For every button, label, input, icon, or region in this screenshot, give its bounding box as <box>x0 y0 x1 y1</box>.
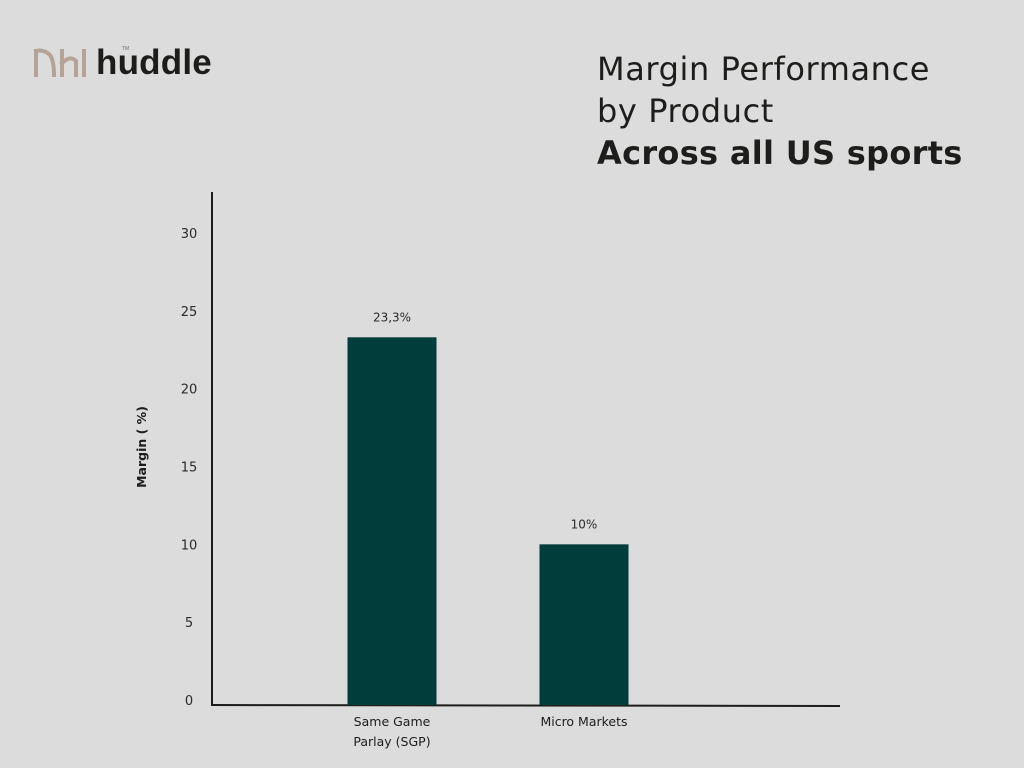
chart-axes <box>210 192 841 707</box>
y-tick-label: 30 <box>181 227 198 242</box>
category-label: Same Game Parlay (SGP) <box>353 714 430 749</box>
y-tick-label: 25 <box>181 305 198 320</box>
y-axis-label: Margin ( %) <box>134 406 149 488</box>
bar <box>347 337 437 705</box>
y-ticks: 0 5 10 15 20 25 30 <box>181 227 198 709</box>
brand-name: huddle <box>96 42 212 82</box>
y-tick-label: 20 <box>181 383 198 398</box>
x-axis-line <box>210 704 841 707</box>
y-tick-label: 15 <box>181 461 198 476</box>
category-label: Micro Markets <box>540 714 627 729</box>
y-tick-label: 5 <box>185 616 193 631</box>
brand-logo: TM huddle <box>32 40 212 84</box>
title-line-2: by Product <box>597 92 774 130</box>
trademark: TM <box>122 46 130 52</box>
category-labels: Same Game Parlay (SGP) Micro Markets <box>353 714 627 749</box>
bar <box>539 544 629 705</box>
y-tick-label: 10 <box>181 538 198 553</box>
title-line-1: Margin Performance <box>597 50 931 88</box>
title-line-3: Across all US sports <box>597 134 963 172</box>
data-label: 10% <box>571 517 598 531</box>
data-labels: 23,3% 10% <box>373 310 597 531</box>
chart-title: Margin Performance by Product Across all… <box>597 48 1017 174</box>
y-tick-label: 0 <box>185 694 193 709</box>
bars <box>347 337 629 705</box>
data-label: 23,3% <box>373 310 411 324</box>
huddle-logo-mark-icon <box>33 48 86 78</box>
